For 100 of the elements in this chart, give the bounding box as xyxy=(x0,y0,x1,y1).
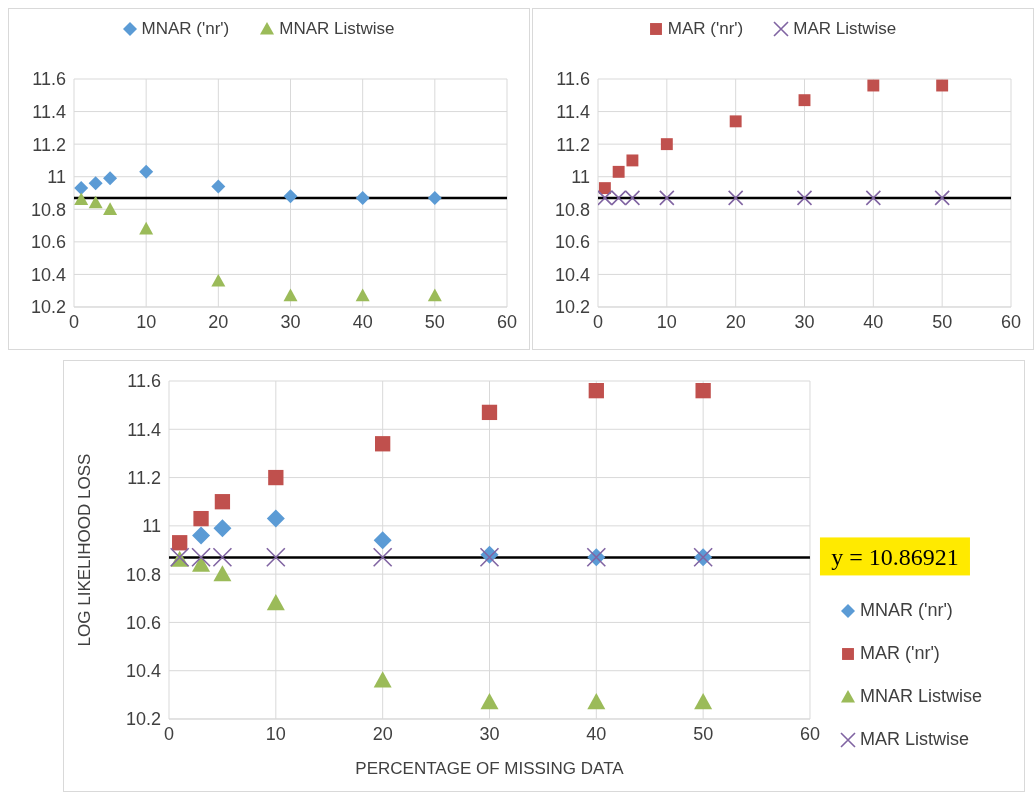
point xyxy=(266,509,285,528)
point xyxy=(191,547,211,568)
y-tick-label: 11 xyxy=(142,516,161,537)
point xyxy=(796,190,813,206)
point xyxy=(588,383,604,399)
y-tick-label: 11.4 xyxy=(556,101,590,122)
y-tick-label: 10.8 xyxy=(125,564,161,585)
x-tick-label: 10 xyxy=(656,311,677,332)
point xyxy=(626,154,639,167)
point xyxy=(74,192,89,206)
y-tick-label: 10.2 xyxy=(30,297,66,318)
legend-label: MNAR Listwise xyxy=(279,19,395,39)
y-tick-label: 10.4 xyxy=(30,264,66,285)
y-tick-label: 11.2 xyxy=(556,134,590,155)
point xyxy=(612,165,625,178)
y-tick-label: 10.2 xyxy=(554,297,590,318)
point xyxy=(375,436,391,452)
point xyxy=(480,693,499,710)
x-tick-label: 30 xyxy=(479,723,500,744)
point xyxy=(610,190,627,206)
point xyxy=(213,565,232,582)
point xyxy=(139,164,154,179)
point xyxy=(266,594,285,611)
y-tick-label: 11.6 xyxy=(32,69,66,90)
point xyxy=(729,115,742,128)
point xyxy=(624,190,641,206)
x-tick-label: 60 xyxy=(799,723,820,744)
point xyxy=(103,202,118,215)
point xyxy=(694,693,713,710)
point xyxy=(192,526,211,545)
point xyxy=(212,547,233,568)
y-tick-label: 10.8 xyxy=(554,199,590,220)
point xyxy=(427,288,442,302)
point xyxy=(103,171,118,186)
point xyxy=(598,182,611,195)
y-tick-label: 10.6 xyxy=(554,232,590,253)
point xyxy=(659,190,675,206)
point xyxy=(88,176,103,191)
legend-label: MAR ('nr') xyxy=(667,19,744,39)
point xyxy=(266,547,286,568)
y-tick-label: 11 xyxy=(47,167,66,188)
point xyxy=(355,190,370,205)
point xyxy=(936,79,949,92)
point xyxy=(193,510,209,527)
x-tick-label: 0 xyxy=(592,311,604,332)
point xyxy=(427,190,442,205)
x-tick-label: 30 xyxy=(280,311,301,332)
point xyxy=(867,79,880,92)
point xyxy=(283,288,298,302)
legend-label: MNAR Listwise xyxy=(859,686,982,707)
x-tick-label: 0 xyxy=(68,311,80,332)
y-tick-label: 10.6 xyxy=(30,232,66,253)
x-tick-label: 60 xyxy=(1000,311,1022,332)
point xyxy=(211,179,226,194)
point xyxy=(660,138,673,151)
x-tick-label: 50 xyxy=(693,723,714,744)
y-tick-label: 11.4 xyxy=(127,419,161,440)
x-tick-label: 60 xyxy=(496,311,518,332)
legend-label: MAR ('nr') xyxy=(859,643,940,664)
y-tick-label: 11 xyxy=(571,167,590,188)
point xyxy=(355,288,370,302)
point xyxy=(213,519,232,538)
point xyxy=(88,195,103,209)
point xyxy=(139,221,154,235)
legend-label: MAR Listwise xyxy=(793,19,897,39)
y-tick-label: 11.4 xyxy=(32,101,66,122)
x-tick-label: 10 xyxy=(265,723,286,744)
point xyxy=(373,531,392,550)
point xyxy=(934,190,950,206)
x-tick-label: 50 xyxy=(932,311,953,332)
y-tick-label: 11.2 xyxy=(32,134,66,155)
point xyxy=(727,190,744,206)
x-tick-label: 30 xyxy=(794,311,815,332)
point xyxy=(695,383,711,399)
x-tick-label: 40 xyxy=(352,311,373,332)
point xyxy=(268,469,284,486)
y-tick-label: 11.2 xyxy=(127,467,161,488)
point xyxy=(283,189,298,204)
point xyxy=(587,693,606,710)
ref-line-label: y = 10.86921 xyxy=(831,544,959,571)
point xyxy=(373,671,392,688)
point xyxy=(214,494,231,510)
point xyxy=(598,190,613,206)
point xyxy=(865,190,882,206)
y-tick-label: 11.6 xyxy=(556,69,590,90)
point xyxy=(211,273,226,287)
point xyxy=(74,181,89,196)
point xyxy=(481,404,498,421)
point xyxy=(372,547,393,568)
y-tick-label: 10.2 xyxy=(125,709,161,730)
y-tick-label: 10.4 xyxy=(125,661,161,682)
x-tick-label: 20 xyxy=(725,311,746,332)
x-tick-label: 0 xyxy=(163,723,175,744)
point xyxy=(798,94,811,107)
x-tick-label: 40 xyxy=(586,723,607,744)
y-tick-label: 10.4 xyxy=(554,264,590,285)
x-tick-label: 40 xyxy=(863,311,884,332)
y-tick-label: 10.8 xyxy=(30,199,66,220)
x-tick-label: 50 xyxy=(424,311,445,332)
y-tick-label: 10.6 xyxy=(125,612,161,633)
